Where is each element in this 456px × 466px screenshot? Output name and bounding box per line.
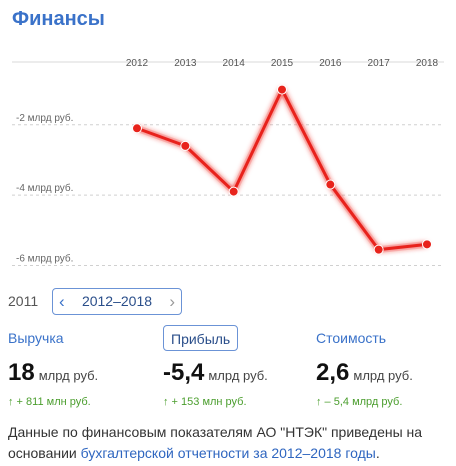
metric-unit: млрд руб. <box>353 368 413 383</box>
metric-number: 18 <box>8 359 35 386</box>
profit-chart: -2 млрд руб. -4 млрд руб. -6 млрд руб. 2012… <box>0 44 456 276</box>
footer-end: . <box>375 445 380 461</box>
y-tick-label: -6 млрд руб. <box>16 252 73 264</box>
metrics-row: Выручка 18 млрд руб. ↑ + 811 млн руб. При… <box>0 325 456 415</box>
x-tick-label: 2012 <box>126 58 149 69</box>
chart-svg: -2 млрд руб. -4 млрд руб. -6 млрд руб. 2012… <box>12 58 444 266</box>
period-range-box[interactable]: ‹ 2012–2018 › <box>52 287 182 315</box>
x-tick-label: 2014 <box>223 58 246 69</box>
metric-revenue: Выручка 18 млрд руб. ↑ + 811 млн руб. <box>8 325 98 408</box>
data-point <box>277 84 287 95</box>
data-point <box>228 186 239 197</box>
y-tick-label: -2 млрд руб. <box>16 112 73 124</box>
metric-value: -5,4 млрд руб. <box>163 359 268 387</box>
metric-value: 18 млрд руб. <box>8 359 98 387</box>
period-selector: 2011 ‹ 2012–2018 › <box>8 287 182 315</box>
metric-value: 2,6 млрд руб. <box>316 359 413 387</box>
metric-delta: ↑ + 811 млн руб. <box>8 396 91 408</box>
x-tick-label: 2017 <box>368 58 391 69</box>
metric-unit: млрд руб. <box>208 368 268 383</box>
chevron-right-icon[interactable]: › <box>169 291 175 311</box>
section-title: Финансы <box>12 8 105 30</box>
period-range-label: 2012–2018 <box>81 293 153 309</box>
tab-profit[interactable]: Прибыль <box>163 325 239 351</box>
previous-year-link[interactable]: 2011 <box>8 293 39 309</box>
footer-text: Данные по финансовым показателям АО "НТЭ… <box>8 424 423 461</box>
metric-delta: ↑ + 153 млн руб. <box>163 396 247 408</box>
x-tick-label: 2013 <box>174 58 197 69</box>
metric-delta: ↑ – 5,4 млрд руб. <box>316 396 403 408</box>
data-point <box>180 140 191 151</box>
metric-unit: млрд руб. <box>38 368 99 383</box>
data-point <box>325 179 336 190</box>
x-tick-label: 2015 <box>271 58 294 69</box>
x-tick-label: 2016 <box>319 58 342 69</box>
y-tick-label: -4 млрд руб. <box>16 182 73 194</box>
metric-number: 2,6 <box>316 359 350 386</box>
data-point <box>132 123 142 134</box>
metric-profit: Прибыль -5,4 млрд руб. ↑ + 153 млн руб. <box>163 325 268 408</box>
metric-number: -5,4 <box>163 359 205 386</box>
metric-value-cost: Стоимость 2,6 млрд руб. ↑ – 5,4 млрд руб. <box>316 325 413 408</box>
accounting-report-link[interactable]: бухгалтерской отчетности за 2012–2018 го… <box>80 445 376 461</box>
chevron-left-icon[interactable]: ‹ <box>59 291 65 311</box>
series-line <box>136 88 428 252</box>
x-tick-label: 2018 <box>416 58 439 69</box>
data-source-note: Данные по финансовым показателям АО "НТЭ… <box>8 422 448 464</box>
data-point <box>422 239 432 250</box>
tab-cost[interactable]: Стоимость <box>316 330 387 346</box>
series-line-glow <box>135 86 428 254</box>
data-point <box>373 244 384 255</box>
tab-revenue[interactable]: Выручка <box>8 330 64 346</box>
